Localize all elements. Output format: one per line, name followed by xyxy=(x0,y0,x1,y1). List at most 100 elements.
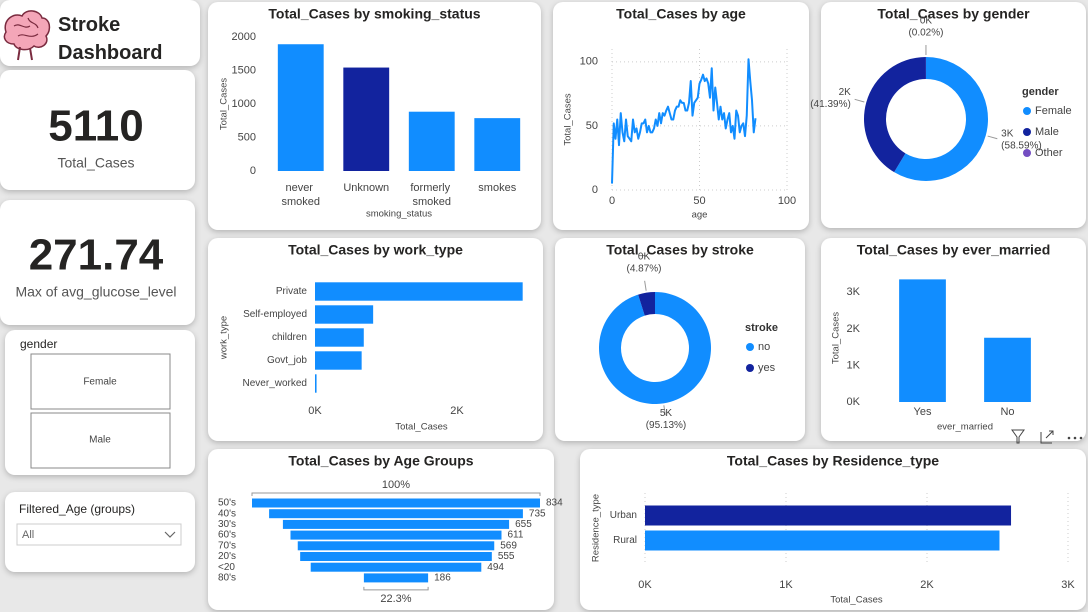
x-tick-label: Yes xyxy=(914,406,932,418)
expand-icon[interactable] xyxy=(1040,430,1054,444)
bar xyxy=(315,374,317,393)
legend-label: Male xyxy=(1035,126,1059,138)
funnel-bar xyxy=(310,562,482,572)
slicer-option[interactable] xyxy=(30,412,171,469)
slicer-option-label[interactable]: Female xyxy=(83,377,117,388)
x-axis-label: Total_Cases xyxy=(830,595,883,606)
chart-panel xyxy=(553,2,809,230)
funnel-bar xyxy=(269,509,523,519)
chart-panel xyxy=(555,238,805,441)
legend-swatch xyxy=(1023,149,1031,157)
y-axis-label: Total_Cases xyxy=(563,93,574,146)
x-axis-label: ever_married xyxy=(937,422,993,433)
x-tick-label: 0K xyxy=(308,405,322,417)
legend-swatch xyxy=(746,343,754,351)
bar xyxy=(645,530,1000,551)
x-tick-label: 0 xyxy=(609,195,615,207)
category-label: 30's xyxy=(218,519,236,530)
category-label: 40's xyxy=(218,508,236,519)
funnel-bracket xyxy=(363,586,429,591)
legend-title: stroke xyxy=(745,322,778,334)
leader-line xyxy=(644,280,647,291)
bar xyxy=(474,118,521,171)
chart-panel xyxy=(580,449,1086,610)
y-axis-label: work_type xyxy=(219,316,230,360)
data-label: 834 xyxy=(546,498,563,509)
x-tick-label: smokes xyxy=(478,182,516,194)
y-tick-label: Govt_job xyxy=(267,355,307,366)
dropdown[interactable] xyxy=(16,523,182,546)
slicer-option-label[interactable]: Male xyxy=(89,435,111,446)
kpi-label: Max of avg_glucose_level xyxy=(15,284,176,300)
data-label: (0.02%) xyxy=(908,28,943,39)
data-label: 569 xyxy=(500,540,517,551)
category-label: 20's xyxy=(218,551,236,562)
chart-title: Total_Cases by smoking_status xyxy=(268,6,480,22)
dropdown-value[interactable]: All xyxy=(22,529,34,541)
chart-title: Total_Cases by ever_married xyxy=(857,242,1051,258)
y-tick-label: 500 xyxy=(238,131,256,143)
brain-icon xyxy=(3,10,51,61)
percent-label: 100% xyxy=(382,479,410,491)
chart-panel xyxy=(821,238,1086,441)
bar xyxy=(984,337,1031,402)
data-label: (41.39%) xyxy=(810,99,851,110)
funnel-bracket xyxy=(251,492,541,496)
legend-label: yes xyxy=(758,362,776,374)
x-tick-label: 2K xyxy=(920,579,934,591)
category-label: 60's xyxy=(218,530,236,541)
line xyxy=(611,58,757,184)
x-axis-label: smoking_status xyxy=(366,209,432,220)
y-tick-label: 0 xyxy=(592,184,598,196)
filter-icon[interactable] xyxy=(1011,429,1025,444)
more-icon[interactable] xyxy=(1079,436,1083,440)
x-tick-label: No xyxy=(1000,406,1014,418)
data-label: 3K xyxy=(1001,128,1014,139)
y-tick-label: 1500 xyxy=(232,64,256,76)
chart-title: Total_Cases by stroke xyxy=(606,242,754,258)
chart-panel xyxy=(821,2,1086,228)
kpi-card xyxy=(0,70,195,190)
more-icon[interactable] xyxy=(1067,436,1071,440)
y-tick-label: 2K xyxy=(847,323,861,335)
donut-slice xyxy=(638,292,655,316)
x-tick-label: Unknown xyxy=(343,182,389,194)
funnel-bar xyxy=(297,541,495,551)
legend-label: no xyxy=(758,341,770,353)
bar xyxy=(315,282,523,301)
y-tick-label: 3K xyxy=(847,286,861,298)
data-label: (4.87%) xyxy=(627,263,662,274)
legend-swatch xyxy=(746,364,754,372)
category-label: 50's xyxy=(218,498,236,509)
funnel-bar xyxy=(290,530,502,540)
data-label: 494 xyxy=(487,562,504,573)
chart-title: Total_Cases by age xyxy=(616,6,746,22)
more-icon[interactable] xyxy=(1073,436,1077,440)
y-tick-label: 0K xyxy=(847,396,861,408)
y-tick-label: children xyxy=(272,332,307,343)
funnel-bar xyxy=(252,498,540,508)
funnel-bar xyxy=(300,552,492,561)
header-panel xyxy=(0,0,200,66)
dropdown-chevron[interactable] xyxy=(164,531,176,538)
chart-panel xyxy=(208,449,554,610)
x-axis-label: Total_Cases xyxy=(395,422,448,433)
category-label: <20 xyxy=(218,562,235,573)
chart-title: Total_Cases by gender xyxy=(877,6,1030,22)
data-label: (58.59%) xyxy=(1001,140,1042,151)
x-tick-label: 1K xyxy=(779,579,793,591)
legend-label: Other xyxy=(1035,147,1063,159)
donut-slice xyxy=(863,57,926,173)
y-tick-label: Self-employed xyxy=(243,309,307,320)
bar xyxy=(645,505,1012,526)
dashboard-title: Stroke Dashboard xyxy=(58,14,162,64)
slicer-option[interactable] xyxy=(30,353,171,410)
bar xyxy=(315,351,362,370)
y-tick-label: Private xyxy=(276,286,308,297)
visual-header-icons xyxy=(1011,429,1083,444)
y-tick-label: 0 xyxy=(250,165,256,177)
data-label: 611 xyxy=(507,530,523,541)
x-tick-label: 3K xyxy=(1061,579,1075,591)
